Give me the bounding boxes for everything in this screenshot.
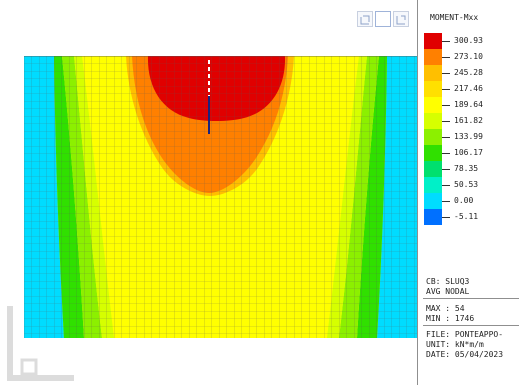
fit-view-icon[interactable]	[357, 11, 373, 27]
legend-tick	[442, 201, 450, 202]
contour-viewport[interactable]	[0, 0, 417, 385]
min-node-label: MIN : 1746	[426, 314, 475, 323]
legend-value: 50.53	[454, 180, 479, 189]
legend-value: 189.64	[454, 100, 483, 109]
max-node-label: MAX : 54	[426, 304, 465, 313]
legend-value: 161.82	[454, 116, 483, 125]
averaging-label: AVG NODAL	[426, 287, 470, 296]
legend-swatch	[424, 193, 442, 209]
legend-value: 217.46	[454, 84, 483, 93]
legend-tick	[442, 185, 450, 186]
legend-tick	[442, 57, 450, 58]
legend-swatch	[424, 209, 442, 225]
rotate-view-icon[interactable]	[393, 11, 409, 27]
legend-swatch	[424, 65, 442, 81]
axis-triad-icon	[7, 306, 74, 381]
legend-value: 300.93	[454, 36, 483, 45]
legend-title: MOMENT-Mxx	[430, 13, 479, 22]
legend-tick	[442, 137, 450, 138]
legend-tick	[442, 217, 450, 218]
legend-value: 78.35	[454, 164, 479, 173]
file-label: FILE: PONTEAPPO-	[426, 330, 504, 339]
legend-value: 273.10	[454, 52, 483, 61]
info-divider	[423, 298, 519, 299]
view-toolbar	[357, 11, 413, 27]
legend-swatch	[424, 97, 442, 113]
date-label: DATE: 05/04/2023	[426, 350, 504, 359]
legend-tick	[442, 105, 450, 106]
legend-swatch	[424, 177, 442, 193]
legend-swatch	[424, 81, 442, 97]
legend-swatch	[424, 113, 442, 129]
legend-tick	[442, 41, 450, 42]
legend-tick	[442, 169, 450, 170]
legend-tick	[442, 121, 450, 122]
legend-swatch	[424, 145, 442, 161]
load-combination-label: CB: SLUQ3	[426, 277, 470, 286]
legend-value: 133.99	[454, 132, 483, 141]
legend-panel: MOMENT-Mxx 300.93 273.10 245.28 217.46 189.6…	[417, 0, 519, 385]
legend-swatch	[424, 33, 442, 49]
legend-swatch	[424, 49, 442, 65]
legend-value: -5.11	[454, 212, 479, 221]
legend-tick	[442, 73, 450, 74]
legend-value: 245.28	[454, 68, 483, 77]
legend-swatch	[424, 161, 442, 177]
info-divider	[423, 325, 519, 326]
legend-value: 106.17	[454, 148, 483, 157]
legend-tick	[442, 89, 450, 90]
legend-swatch	[424, 129, 442, 145]
unit-label: UNIT: kN*m/m	[426, 340, 484, 349]
plain-view-icon[interactable]	[375, 11, 391, 27]
legend-value: 0.00	[454, 196, 474, 205]
moment-contour-plot	[24, 56, 417, 338]
legend-tick	[442, 153, 450, 154]
